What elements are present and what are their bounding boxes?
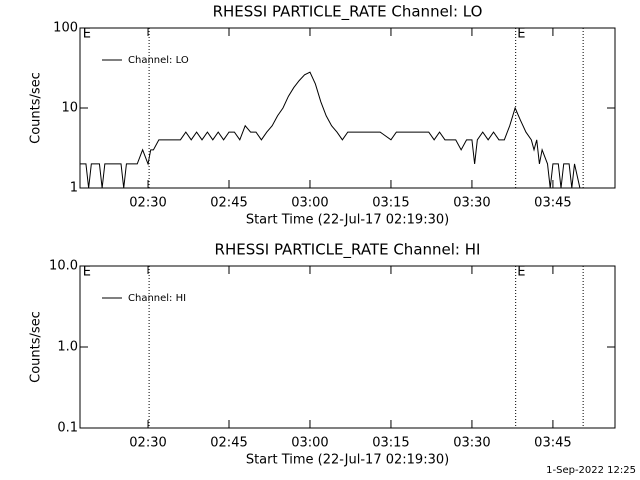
legend-label: Channel: HI [128,293,186,304]
x-tick-label: 03:45 [534,196,571,211]
x-tick-label: 02:45 [210,436,247,451]
chart-title: RHESSI PARTICLE_RATE Channel: LO [213,3,483,22]
x-tick-label: 02:30 [129,196,166,211]
x-tick-label: 03:00 [291,196,328,211]
plot-frame [79,27,616,189]
legend-label: Channel: LO [128,55,189,66]
annotation: E [517,265,525,280]
annotation: E [517,27,525,42]
y-tick-label: 10.0 [49,259,78,274]
x-axis-label: Start Time (22-Jul-17 02:19:30) [246,453,449,468]
x-tick-label: 03:00 [291,436,328,451]
annotation: E [83,27,91,42]
plot-frame [79,265,616,429]
annotation: E [83,265,91,280]
x-tick-label: 03:15 [372,436,409,451]
y-tick-label: 0.1 [57,421,78,436]
x-tick-label: 03:30 [453,196,490,211]
y-tick-label: 100 [53,21,78,36]
x-tick-label: 02:30 [129,436,166,451]
y-axis-label: Counts/sec [29,72,44,144]
y-tick-label: 1.0 [57,340,78,355]
data-line [80,71,581,189]
footer: 1-Sep-2022 12:25 [546,465,636,476]
x-axis-label: Start Time (22-Jul-17 02:19:30) [246,213,449,228]
x-tick-label: 03:15 [372,196,409,211]
x-tick-label: 03:45 [534,436,571,451]
y-tick-label: 1 [70,181,78,196]
y-tick-label: 10 [61,101,78,116]
y-axis-label: Counts/sec [29,311,44,383]
chart-title: RHESSI PARTICLE_RATE Channel: HI [215,241,481,260]
x-tick-label: 02:45 [210,196,247,211]
x-tick-label: 03:30 [453,436,490,451]
